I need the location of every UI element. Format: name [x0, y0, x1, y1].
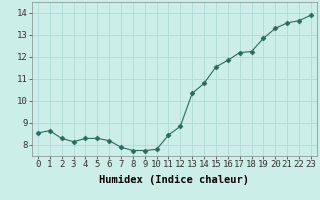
- X-axis label: Humidex (Indice chaleur): Humidex (Indice chaleur): [100, 175, 249, 185]
